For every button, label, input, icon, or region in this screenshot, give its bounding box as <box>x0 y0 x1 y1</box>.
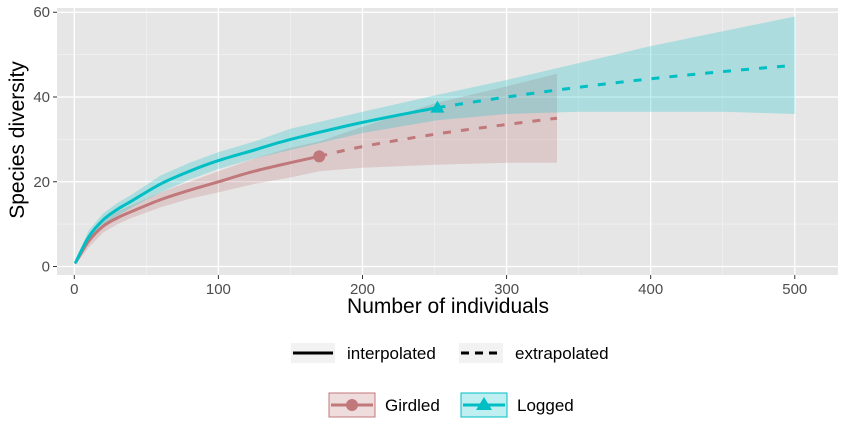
legend-logged-label: Logged <box>517 396 574 415</box>
logged-confidence-band <box>75 16 795 265</box>
y-axis-ticks: 0 20 40 60 <box>33 4 57 276</box>
legend-logged-key-marker <box>476 397 492 410</box>
legend-method: interpolated extrapolated <box>291 343 609 363</box>
x-tick-label: 300 <box>494 281 519 298</box>
legend-extrapolated-label: extrapolated <box>515 344 609 363</box>
girdled-observed-point <box>313 150 326 163</box>
legend-girdled-key-marker <box>346 399 358 411</box>
observed-markers <box>313 100 445 163</box>
x-tick-label: 400 <box>638 281 663 298</box>
series-lines <box>74 63 795 264</box>
x-axis-title: Number of individuals <box>347 295 549 318</box>
legend-interpolated-label: interpolated <box>347 344 436 363</box>
grid-lines <box>57 8 838 275</box>
y-axis-title: Species diversity <box>6 61 29 219</box>
legend-girdled-label: Girdled <box>385 396 440 415</box>
plot-panel <box>57 8 838 275</box>
logged-interpolated-line <box>74 106 439 264</box>
y-tick-label: 20 <box>33 174 50 191</box>
x-tick-label: 0 <box>70 281 78 298</box>
x-axis-ticks: 0 100 200 300 400 500 <box>70 275 807 298</box>
girdled-confidence-band <box>75 73 557 265</box>
logged-extrapolated-line <box>437 63 795 110</box>
x-tick-label: 100 <box>206 281 231 298</box>
x-tick-label: 200 <box>350 281 375 298</box>
y-tick-label: 40 <box>33 89 50 106</box>
y-tick-label: 0 <box>42 259 50 276</box>
girdled-interpolated-line <box>74 154 321 264</box>
logged-observed-point <box>430 100 445 113</box>
y-tick-label: 60 <box>33 4 50 21</box>
confidence-bands <box>75 16 795 265</box>
girdled-extrapolated-line <box>318 116 558 158</box>
legend-series: Girdled Logged <box>328 392 574 418</box>
x-tick-label: 500 <box>782 281 807 298</box>
